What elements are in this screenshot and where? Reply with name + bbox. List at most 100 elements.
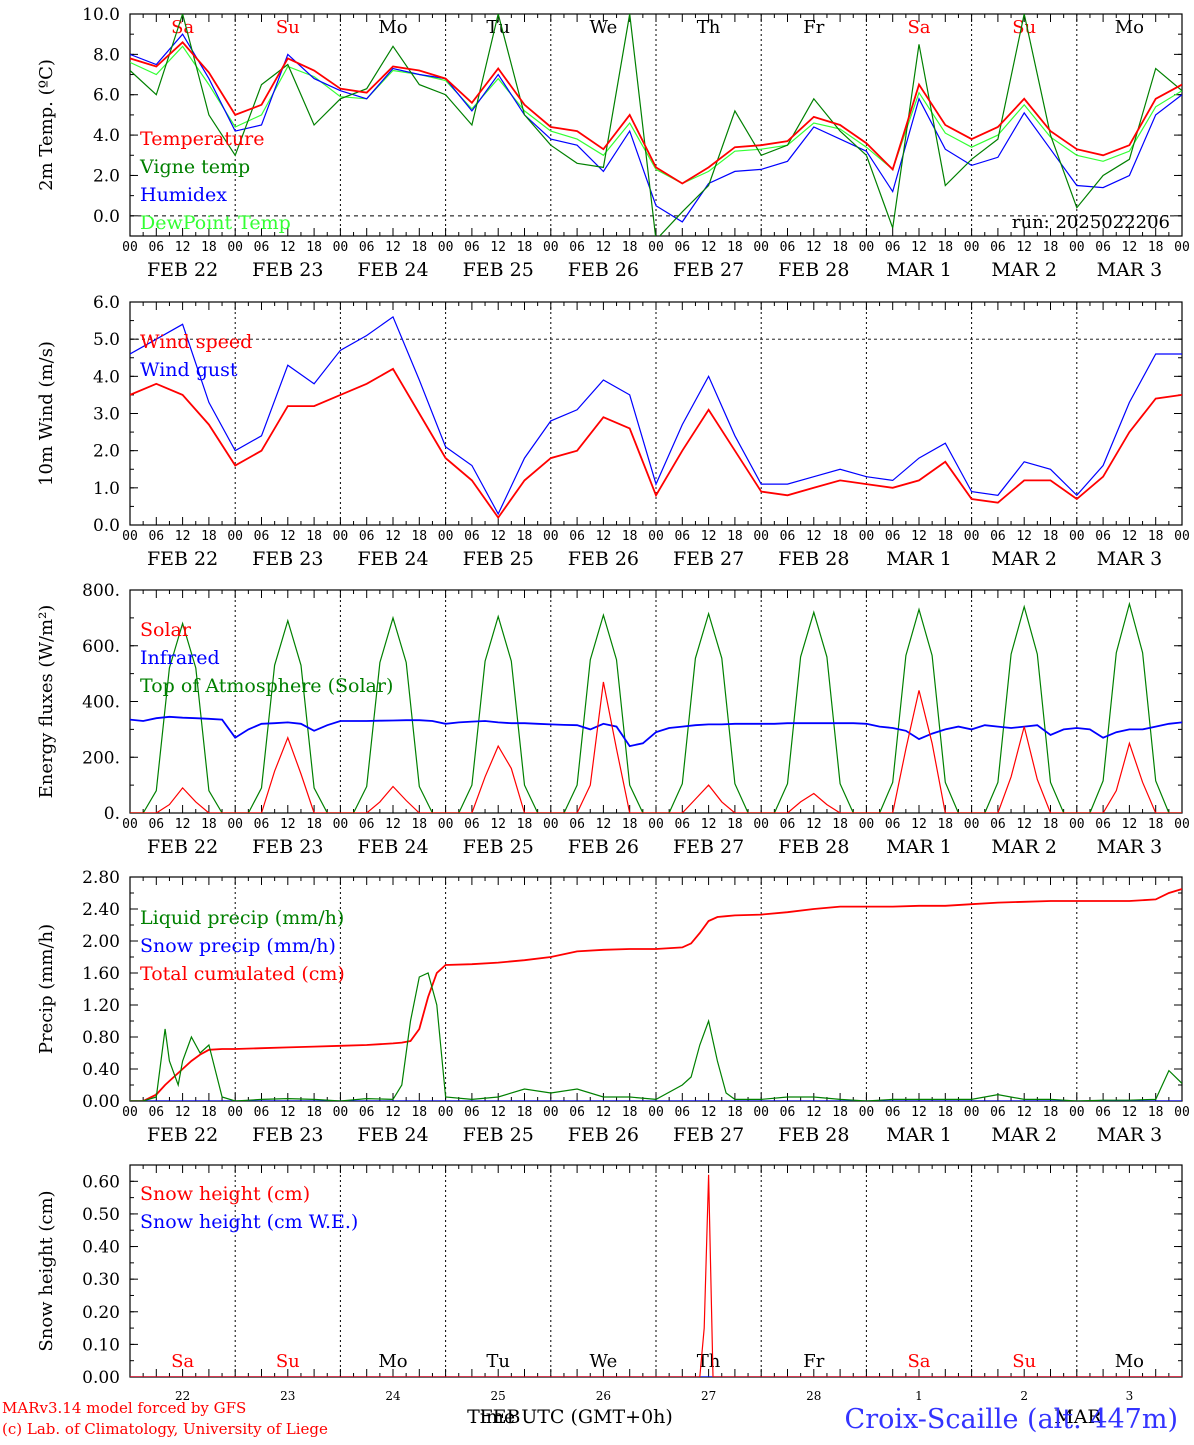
x-hour-label: 06 <box>990 240 1006 255</box>
legend-entry: Infrared <box>140 647 220 669</box>
x-date-label: FEB 27 <box>673 1124 744 1146</box>
legend-entry: Snow height (cm) <box>140 1183 310 1205</box>
x-hour-label: 00 <box>1069 1105 1085 1120</box>
y-axis-label: Precip (mm/h) <box>36 924 57 1054</box>
legend-entry: Wind gust <box>140 359 238 381</box>
x-hour-label: 00 <box>227 817 243 832</box>
y-tick-label: 0.40 <box>82 1238 120 1258</box>
x-hour-label: 00 <box>964 529 980 544</box>
x-hour-label: 06 <box>148 817 164 832</box>
x-hour-label: 06 <box>464 240 480 255</box>
legend-entry: Solar <box>140 619 192 641</box>
x-hour-label: 12 <box>701 529 717 544</box>
x-hour-label: 00 <box>859 529 875 544</box>
x-hour-label: 00 <box>753 240 769 255</box>
legend-entry: Wind speed <box>140 331 252 353</box>
x-hour-label: 00 <box>859 1105 875 1120</box>
weekday-label: We <box>590 17 618 38</box>
x-hour-label: 12 <box>701 240 717 255</box>
x-hour-label: 18 <box>622 1105 638 1120</box>
x-hour-label: 00 <box>438 817 454 832</box>
x-hour-label: 18 <box>1043 240 1059 255</box>
x-date-label: FEB 23 <box>252 1124 323 1146</box>
series-line <box>130 315 1182 516</box>
x-hour-label: 12 <box>385 817 401 832</box>
x-hour-label: 12 <box>911 817 927 832</box>
x-hour-label: 06 <box>148 240 164 255</box>
x-hour-label: 00 <box>438 529 454 544</box>
weekday-label: Su <box>1012 17 1036 38</box>
x-hour-label: 18 <box>411 1105 427 1120</box>
x-hour-label: 00 <box>1174 240 1190 255</box>
x-date-label: MAR 3 <box>1097 259 1163 281</box>
y-tick-label: 400. <box>82 693 120 713</box>
x-hour-label: 18 <box>201 240 217 255</box>
day-number-label: 22 <box>175 1389 190 1403</box>
x-date-label: FEB 26 <box>568 548 639 570</box>
x-hour-label: 06 <box>569 817 585 832</box>
x-hour-label: 00 <box>122 529 138 544</box>
x-hour-label: 06 <box>359 1105 375 1120</box>
series-line <box>130 888 1182 1101</box>
x-hour-label: 12 <box>806 529 822 544</box>
x-hour-label: 00 <box>1174 817 1190 832</box>
x-hour-label: 06 <box>254 1105 270 1120</box>
x-hour-label: 00 <box>648 817 664 832</box>
y-tick-label: 8.0 <box>93 45 120 65</box>
x-hour-label: 18 <box>727 240 743 255</box>
x-date-label: FEB 25 <box>463 836 534 858</box>
y-tick-label: 0.10 <box>82 1335 120 1355</box>
x-hour-label: 06 <box>359 817 375 832</box>
x-hour-label: 12 <box>701 817 717 832</box>
x-hour-label: 00 <box>859 240 875 255</box>
x-date-label: MAR 2 <box>991 1124 1057 1146</box>
y-tick-label: 6.0 <box>93 293 120 313</box>
x-date-label: FEB 24 <box>357 836 428 858</box>
x-hour-label: 18 <box>306 1105 322 1120</box>
x-hour-label: 18 <box>1148 240 1164 255</box>
x-hour-label: 12 <box>175 1105 191 1120</box>
x-hour-label: 12 <box>596 240 612 255</box>
x-hour-label: 18 <box>832 817 848 832</box>
legend-entry: Liquid precip (mm/h) <box>140 907 344 929</box>
x-hour-label: 06 <box>674 1105 690 1120</box>
weekday-label: Mo <box>378 17 407 38</box>
x-hour-label: 06 <box>359 240 375 255</box>
x-hour-label: 06 <box>254 529 270 544</box>
x-hour-label: 18 <box>1043 529 1059 544</box>
chart-panel-5: 0.60 0.50 0.40 0.30 0.20 0.10 0.00 Snow height … <box>36 1164 1183 1403</box>
x-hour-label: 12 <box>806 240 822 255</box>
x-hour-label: 12 <box>280 1105 296 1120</box>
series-line <box>130 14 1182 236</box>
x-hour-label: 00 <box>122 817 138 832</box>
x-hour-label: 12 <box>175 817 191 832</box>
x-hour-label: 06 <box>990 1105 1006 1120</box>
x-hour-label: 18 <box>306 817 322 832</box>
x-hour-label: 00 <box>438 240 454 255</box>
x-hour-label: 12 <box>1122 240 1138 255</box>
x-date-label: FEB 22 <box>147 1124 218 1146</box>
weekday-label: Su <box>276 1351 300 1372</box>
day-number-label: 23 <box>280 1389 295 1403</box>
x-hour-label: 06 <box>674 240 690 255</box>
x-hour-label: 18 <box>1043 817 1059 832</box>
series-line <box>130 601 1182 813</box>
x-hour-label: 12 <box>280 529 296 544</box>
x-hour-label: 18 <box>201 1105 217 1120</box>
weekday-label: Th <box>697 17 721 38</box>
x-hour-label: 06 <box>885 240 901 255</box>
run-label: run: 2025022206 <box>1012 212 1170 233</box>
x-hour-label: 12 <box>490 1105 506 1120</box>
x-hour-label: 06 <box>1095 529 1111 544</box>
x-date-label: MAR 2 <box>991 259 1057 281</box>
x-hour-label: 18 <box>1148 529 1164 544</box>
x-hour-label: 00 <box>753 817 769 832</box>
x-date-label: FEB 22 <box>147 259 218 281</box>
x-hour-label: 18 <box>306 240 322 255</box>
weekday-label: Th <box>697 1351 721 1372</box>
x-hour-label: 00 <box>543 529 559 544</box>
x-hour-label: 12 <box>385 240 401 255</box>
x-hour-label: 00 <box>333 1105 349 1120</box>
x-hour-label: 06 <box>148 529 164 544</box>
